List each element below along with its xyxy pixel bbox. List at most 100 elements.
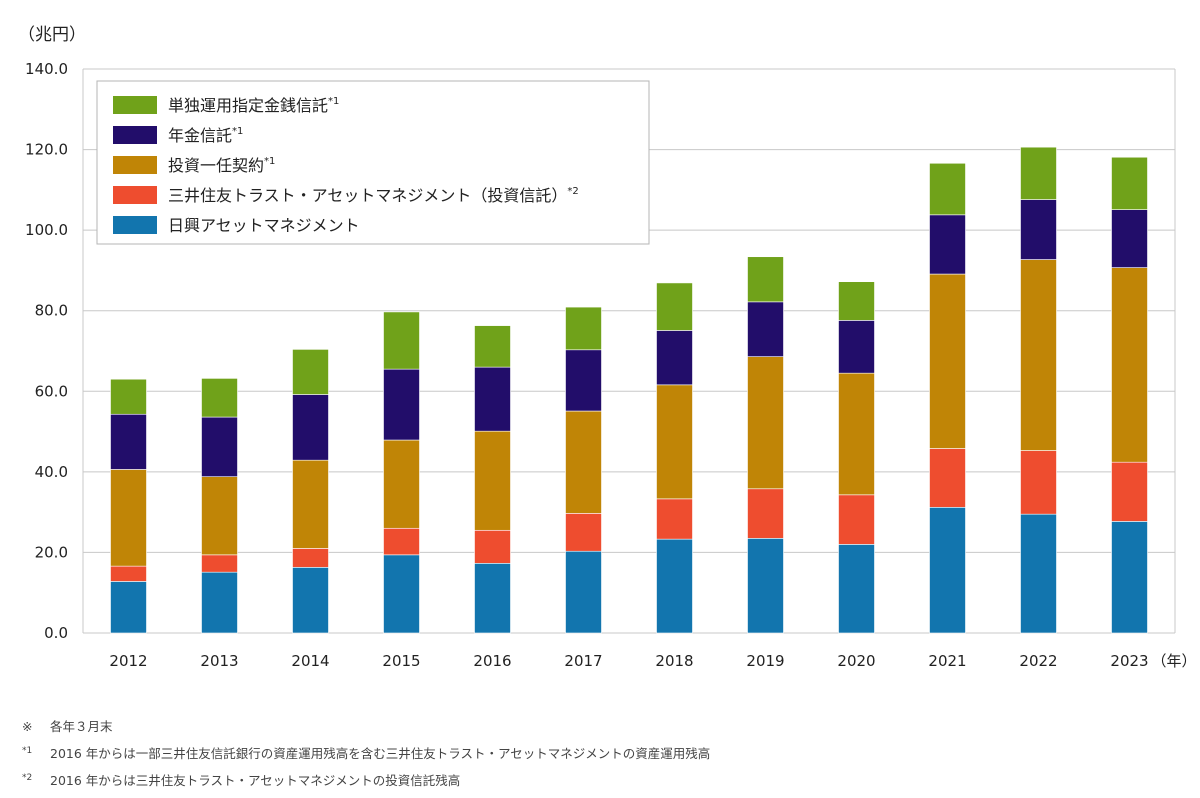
bar-segment: [838, 372, 875, 496]
bar-stack-2020: [838, 281, 875, 634]
footnote-mark: *2: [22, 773, 33, 784]
footnote-mark: ※: [22, 719, 33, 735]
legend-box: [96, 80, 650, 245]
bar-stack-2014: [292, 349, 329, 634]
bar-segment: [110, 565, 147, 582]
bar-segment: [929, 507, 966, 634]
bar-stack-2022: [1020, 146, 1057, 634]
x-tick-label: 2013: [200, 652, 238, 670]
bar-segment: [1111, 521, 1148, 634]
x-tick-label: 2017: [564, 652, 602, 670]
x-tick-label: 2019: [746, 652, 784, 670]
legend-label-superscript: *1: [328, 96, 339, 107]
bar-segment: [565, 410, 602, 514]
x-tick-label: 2014: [291, 652, 329, 670]
bar-segment: [747, 356, 784, 490]
bar-segment: [292, 349, 329, 395]
footnote-text: 2016 年からは一部三井住友信託銀行の資産運用残高を含む三井住友トラスト・アセ…: [50, 746, 711, 762]
legend-label: 日興アセットマネジメント: [168, 216, 360, 235]
y-axis-unit-label: （兆円）: [18, 25, 86, 45]
x-tick-label: 2020: [837, 652, 875, 670]
bar-stack-2013: [201, 378, 238, 634]
footnote-text: 2016 年からは三井住友トラスト・アセットマネジメントの投資信託残高: [50, 773, 461, 789]
footnote-row: *2 2016 年からは三井住友トラスト・アセットマネジメントの投資信託残高: [22, 766, 710, 793]
bar-segment: [201, 571, 238, 634]
bar-segment: [201, 416, 238, 477]
x-tick-label: 2023: [1110, 652, 1148, 670]
bar-segment: [656, 538, 693, 634]
bar-segment: [474, 563, 511, 634]
bar-segment: [1020, 146, 1057, 200]
x-axis-tick-labels: 2012 2013 2014 2015 2016 2017 2018 2019 2020 2021…: [109, 652, 1196, 670]
bar-segment: [929, 214, 966, 275]
bar-segment: [383, 527, 420, 556]
x-tick-label: 2018: [655, 652, 693, 670]
bar-segment: [656, 282, 693, 331]
bar-segment: [474, 529, 511, 564]
bar-segment: [383, 439, 420, 529]
bar-segment: [747, 256, 784, 303]
bar-segment: [1020, 513, 1057, 634]
bar-segment: [110, 469, 147, 567]
legend: 単独運用指定金銭信託*1 年金信託*1 投資一任契約*1 三井住友トラスト・アセットマ…: [96, 80, 650, 245]
bar-stack-2023: [1111, 156, 1148, 634]
bar-segment: [565, 349, 602, 412]
legend-label-superscript: *2: [567, 186, 578, 197]
legend-label-superscript: *1: [232, 126, 243, 137]
bar-segment: [201, 476, 238, 556]
bar-segment: [838, 281, 875, 321]
legend-label: 年金信託*1: [168, 126, 243, 145]
bar-segment: [1020, 199, 1057, 260]
bar-segment: [201, 554, 238, 573]
bar-segment: [292, 548, 329, 568]
footnotes: ※ 各年３月末 *1 2016 年からは一部三井住友信託銀行の資産運用残高を含む三井…: [22, 712, 710, 793]
legend-swatch: [113, 96, 157, 114]
x-axis-unit-label: （年）: [1152, 652, 1197, 670]
bar-stack-2017: [565, 306, 602, 634]
x-tick-label: 2016: [473, 652, 511, 670]
bar-segment: [201, 378, 238, 418]
x-tick-label: 2022: [1019, 652, 1057, 670]
bar-segment: [474, 325, 511, 368]
legend-label-superscript: *1: [264, 156, 275, 167]
bar-segment: [747, 301, 784, 357]
bar-stack-2016: [474, 325, 511, 634]
legend-label: 投資一任契約*1: [168, 156, 275, 175]
bar-segment: [1111, 267, 1148, 463]
footnote-row: *1 2016 年からは一部三井住友信託銀行の資産運用残高を含む三井住友トラスト・…: [22, 739, 710, 766]
bar-stack-2015: [383, 311, 420, 634]
legend-swatch: [113, 156, 157, 174]
gridlines: [82, 68, 1176, 634]
y-tick-label: 80.0: [35, 302, 68, 320]
bar-segment: [565, 513, 602, 552]
y-tick-label: 20.0: [35, 543, 68, 561]
bar-segment: [747, 538, 784, 634]
bar-segment: [656, 330, 693, 386]
bar-segment: [110, 378, 147, 415]
legend-label: 三井住友トラスト・アセットマネジメント（投資信託）*2: [168, 186, 579, 205]
y-axis-tick-labels: 0.0 20.0 40.0 60.0 80.0 100.0 120.0 140.0: [25, 60, 68, 642]
legend-swatch: [113, 216, 157, 234]
bar-segment: [110, 413, 147, 470]
bar-segment: [474, 430, 511, 531]
y-tick-label: 100.0: [25, 221, 68, 239]
bar-segment: [474, 366, 511, 432]
bar-segment: [656, 498, 693, 540]
bar-stacks: [110, 146, 1148, 634]
bar-segment: [1020, 450, 1057, 515]
footnote-mark: *1: [22, 746, 33, 757]
bar-segment: [929, 162, 966, 216]
legend-swatch: [113, 126, 157, 144]
legend-label: 単独運用指定金銭信託*1: [168, 96, 339, 115]
bar-segment: [838, 494, 875, 545]
y-tick-label: 140.0: [25, 60, 68, 78]
bar-segment: [292, 394, 329, 461]
bar-segment: [292, 567, 329, 634]
x-tick-label: 2015: [382, 652, 420, 670]
bar-segment: [383, 311, 420, 370]
bar-segment: [838, 544, 875, 634]
y-tick-label: 120.0: [25, 141, 68, 159]
bar-segment: [1020, 259, 1057, 451]
bar-segment: [565, 306, 602, 351]
